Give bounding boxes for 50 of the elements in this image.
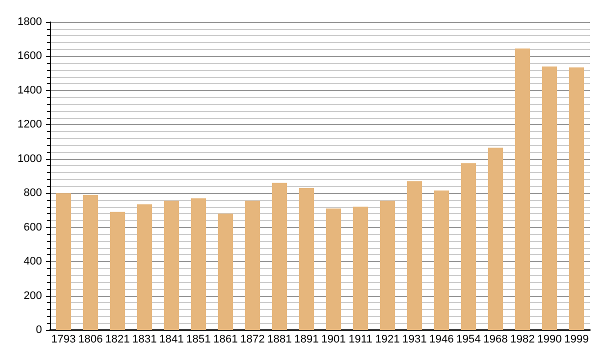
y-tick-label: 0 — [36, 324, 42, 336]
x-tick-label: 1821 — [105, 334, 130, 346]
x-tick-label: 1999 — [564, 334, 589, 346]
y-tick-label: 1800 — [18, 16, 42, 28]
y-tick-label: 1200 — [18, 118, 42, 131]
x-tick-label: 1921 — [375, 334, 400, 346]
bar — [434, 190, 450, 330]
y-tick-label: 1400 — [18, 84, 42, 96]
bar — [352, 206, 368, 330]
bar — [326, 208, 342, 330]
x-tick-label: 1851 — [186, 334, 211, 346]
y-tick-label: 1000 — [18, 152, 42, 165]
x-tick-label: 1793 — [51, 334, 76, 346]
bar — [82, 194, 98, 330]
bar — [542, 66, 558, 330]
x-tick-label: 1841 — [159, 334, 184, 346]
bar — [298, 188, 314, 330]
bar — [136, 204, 152, 330]
bar — [406, 181, 422, 330]
bar — [488, 148, 504, 330]
x-tick-label: 1931 — [402, 334, 427, 346]
x-tick-label: 1872 — [240, 334, 265, 346]
x-tick-label: 1968 — [483, 334, 508, 346]
bar — [190, 198, 206, 330]
x-tick-label: 1946 — [429, 334, 454, 346]
y-tick-label: 1600 — [18, 50, 42, 62]
bar — [568, 67, 584, 330]
x-tick-label: 1911 — [348, 334, 372, 346]
x-tick-label: 1954 — [456, 334, 481, 346]
y-tick-label: 600 — [24, 221, 42, 234]
bar — [218, 214, 234, 330]
x-tick-label: 1861 — [213, 334, 238, 346]
x-tick-label: 1881 — [267, 334, 292, 346]
x-tick-label: 1891 — [294, 334, 319, 346]
x-tick-label: 1831 — [132, 334, 157, 346]
y-tick-label: 200 — [24, 290, 42, 302]
x-tick-label: 1982 — [510, 334, 535, 346]
bar — [164, 200, 180, 330]
bar — [460, 163, 476, 330]
y-tick-label: 800 — [24, 187, 42, 200]
bar — [110, 212, 126, 330]
x-tick-label: 1990 — [537, 334, 562, 346]
bar — [380, 200, 396, 330]
x-tick-label: 1806 — [78, 334, 103, 346]
bar — [244, 200, 260, 330]
x-tick-label: 1901 — [321, 334, 346, 346]
bar — [56, 193, 72, 330]
y-tick-label: 400 — [24, 256, 42, 268]
bar — [272, 182, 288, 330]
bar — [514, 48, 530, 330]
